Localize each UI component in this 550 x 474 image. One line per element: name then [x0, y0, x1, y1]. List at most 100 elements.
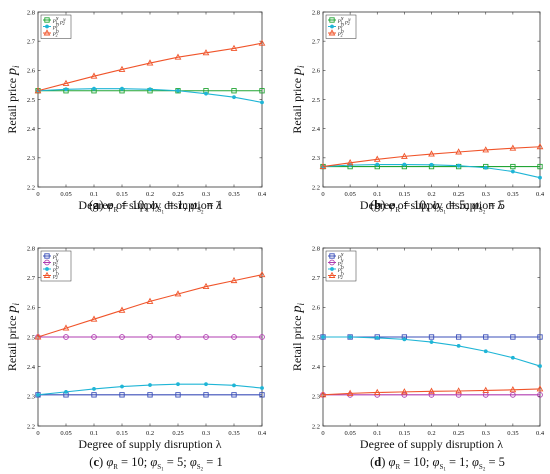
- data-point: [231, 88, 237, 94]
- data-point: [538, 364, 542, 368]
- data-point: [537, 334, 543, 340]
- data-point: [119, 334, 125, 340]
- y-tick-label: 2.2: [312, 423, 320, 430]
- legend: pN 1pN 2pD 1pD 2: [325, 250, 357, 282]
- data-point: [63, 334, 69, 340]
- legend-label-2: pD 1: [52, 265, 59, 274]
- data-point: [62, 324, 70, 331]
- data-point: [231, 334, 237, 340]
- caption-1: (b) φR = 10; φS1 = 5; φS2 = 5: [370, 198, 505, 216]
- data-point: [259, 392, 265, 398]
- data-point: [482, 146, 490, 153]
- data-point: [231, 392, 237, 398]
- data-point: [232, 383, 236, 388]
- data-point: [402, 162, 407, 167]
- y-tick-label: 2.6: [27, 305, 36, 312]
- data-point: [455, 387, 462, 394]
- y-axis-label: Retail price pi: [290, 302, 306, 371]
- data-point: [148, 87, 152, 92]
- legend-label-1: pD 1: [52, 22, 59, 31]
- y-tick-label: 2.2: [27, 423, 35, 430]
- x-tick-label: 0.1: [90, 191, 98, 198]
- data-point: [429, 162, 434, 167]
- data-point: [510, 355, 515, 360]
- data-point: [90, 315, 98, 322]
- data-point: [174, 53, 182, 60]
- legend-marker: [328, 271, 336, 278]
- x-tick-label: 0.1: [373, 430, 381, 437]
- x-tick-label: 0.15: [116, 191, 127, 198]
- x-tick-label: 0.35: [507, 430, 518, 437]
- legend-marker: [43, 29, 51, 36]
- data-point: [401, 152, 408, 159]
- data-point: [232, 95, 236, 100]
- data-point: [321, 335, 325, 339]
- data-point: [536, 143, 544, 150]
- x-tick-label: 0: [321, 430, 324, 437]
- legend-label-3: pD 2: [52, 271, 59, 280]
- data-point: [509, 144, 517, 151]
- data-point: [455, 334, 462, 340]
- x-tick-label: 0.35: [507, 191, 518, 198]
- data-point: [260, 100, 264, 105]
- data-point: [204, 382, 208, 387]
- data-point: [428, 150, 435, 157]
- data-point: [510, 392, 516, 398]
- y-tick-label: 2.8: [27, 245, 35, 252]
- data-point: [375, 335, 380, 340]
- data-point: [34, 87, 42, 94]
- data-point: [319, 162, 327, 170]
- data-point: [510, 334, 516, 340]
- data-point: [175, 392, 181, 398]
- data-point: [90, 72, 98, 79]
- data-point: [537, 163, 543, 170]
- x-tick-label: 0.3: [202, 191, 210, 198]
- data-point: [92, 86, 96, 91]
- x-tick-label: 0.15: [116, 430, 127, 437]
- y-tick-label: 2.7: [312, 275, 321, 282]
- data-point: [62, 79, 70, 86]
- x-tick-label: 0.4: [536, 191, 545, 198]
- data-point: [401, 388, 408, 395]
- series-line-2: [37, 42, 263, 92]
- legend-marker: [328, 29, 336, 36]
- x-tick-label: 0.25: [453, 191, 464, 198]
- data-point: [91, 334, 97, 340]
- y-tick-label: 2.4: [312, 364, 321, 371]
- x-tick-label: 0.25: [453, 430, 464, 437]
- data-point: [258, 270, 266, 278]
- data-point: [92, 387, 96, 391]
- data-point: [91, 392, 97, 398]
- data-point: [146, 297, 154, 304]
- data-point: [147, 334, 153, 340]
- data-point: [402, 337, 407, 342]
- x-tick-label: 0: [321, 191, 324, 198]
- y-tick-label: 2.3: [312, 155, 320, 162]
- x-tick-label: 0.4: [258, 430, 267, 437]
- y-tick-label: 2.6: [27, 68, 36, 75]
- x-tick-label: 0.35: [228, 430, 239, 437]
- data-point: [537, 392, 543, 398]
- data-point: [230, 276, 238, 284]
- data-point: [536, 385, 544, 392]
- data-point: [456, 343, 461, 348]
- series-line-2: [322, 146, 541, 168]
- data-point: [456, 163, 461, 168]
- x-tick-label: 0.4: [258, 191, 267, 198]
- x-tick-label: 0.35: [228, 191, 239, 198]
- y-axis-label: Retail price pi: [5, 302, 21, 371]
- data-point: [346, 159, 354, 166]
- data-point: [120, 384, 124, 389]
- y-tick-label: 2.3: [27, 155, 35, 162]
- x-tick-label: 0.3: [202, 430, 210, 437]
- data-point: [34, 333, 42, 340]
- y-tick-label: 2.5: [27, 334, 35, 341]
- data-point: [510, 169, 515, 174]
- legend-label-3: pD 2: [337, 271, 344, 280]
- data-point: [483, 334, 489, 340]
- caption-3: (d) φR = 10; φS1 = 1; φS2 = 5: [370, 455, 505, 473]
- data-point: [203, 334, 209, 340]
- x-tick-label: 0.15: [399, 430, 410, 437]
- data-point: [373, 155, 381, 162]
- legend-label-2: pD 2: [52, 29, 59, 38]
